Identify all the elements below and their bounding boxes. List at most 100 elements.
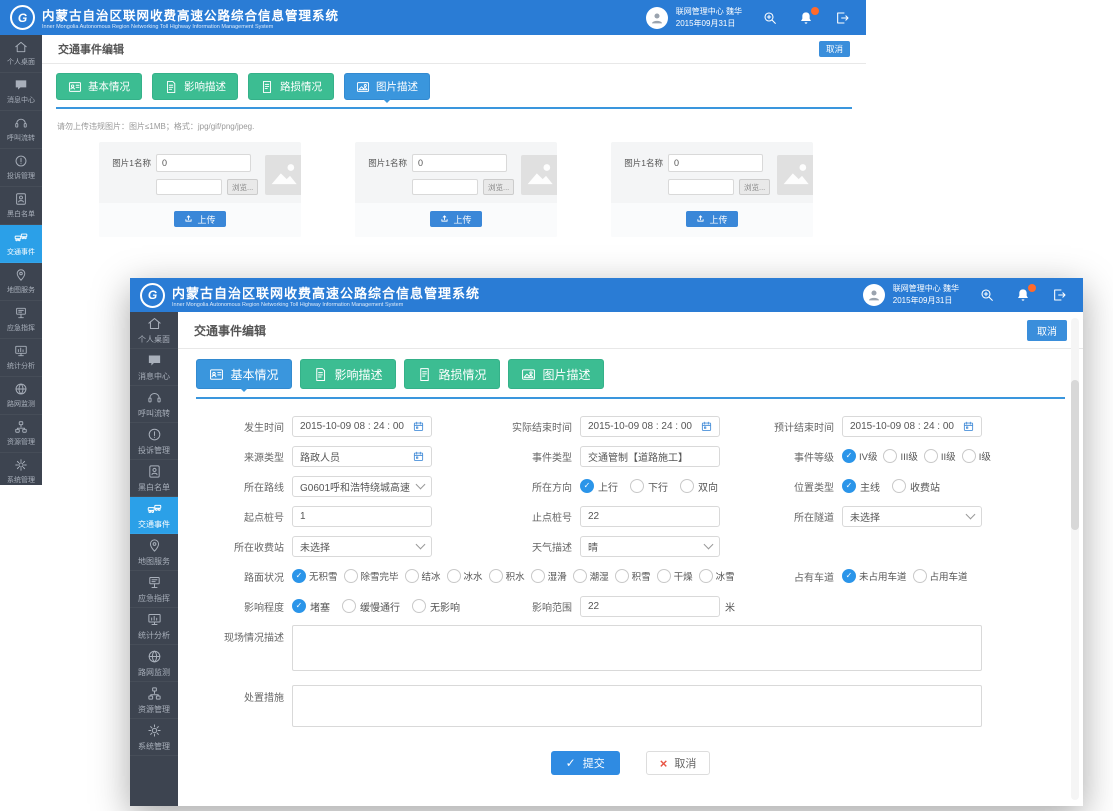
sidebar-item-blacklist[interactable]: 黑白名单 [130, 460, 178, 497]
tab-photo[interactable]: 图片描述 [344, 73, 430, 103]
zoom-search-icon[interactable] [979, 287, 995, 303]
tab-basic[interactable]: 基本情况 [196, 359, 292, 392]
radio-option[interactable]: 主线 [842, 479, 880, 494]
select-input[interactable]: 晴 [580, 535, 720, 557]
notifications-bell-icon[interactable] [798, 6, 819, 26]
radio-option[interactable]: 未占用车道 [842, 569, 907, 583]
image-name-input[interactable]: 0 [668, 154, 763, 172]
sidebar-item-traffic[interactable]: 交通事件 [130, 497, 178, 534]
select-input[interactable]: 未选择 [842, 505, 982, 527]
sidebar-item-map[interactable]: 地图服务 [0, 263, 42, 301]
radio-option[interactable]: 无积雪 [292, 569, 338, 583]
sidebar-item-message[interactable]: 消息中心 [130, 349, 178, 386]
sidebar-item-emergency[interactable]: 应急指挥 [0, 301, 42, 339]
sidebar-item-desktop[interactable]: 个人桌面 [0, 35, 42, 73]
radio-unchecked-icon[interactable] [342, 599, 356, 613]
radio-unchecked-icon[interactable] [656, 569, 671, 583]
browse-button[interactable]: 浏览... [739, 179, 771, 195]
radio-unchecked-icon[interactable] [680, 479, 694, 493]
file-path-input[interactable] [156, 179, 222, 195]
tab-damage[interactable]: 路损情况 [404, 359, 500, 389]
tab-basic[interactable]: 基本情况 [56, 73, 142, 100]
radio-unchecked-icon[interactable] [892, 479, 906, 493]
sidebar-item-desktop[interactable]: 个人桌面 [130, 312, 178, 349]
radio-checked-icon[interactable] [842, 569, 856, 583]
text-input[interactable]: 1 [292, 505, 432, 527]
radio-option[interactable]: 无影响 [412, 599, 460, 614]
scrollbar-thumb[interactable] [1071, 380, 1079, 530]
radio-option[interactable]: 除雪完毕 [343, 569, 399, 583]
sidebar-item-traffic[interactable]: 交通事件 [0, 225, 42, 263]
radio-option[interactable]: 占用车道 [912, 569, 968, 583]
tab-damage[interactable]: 路损情况 [248, 73, 334, 100]
calendar-icon[interactable] [963, 421, 974, 432]
radio-unchecked-icon[interactable] [343, 569, 358, 583]
text-input[interactable]: 22 [580, 595, 720, 617]
radio-checked-icon[interactable] [842, 479, 856, 493]
radio-unchecked-icon[interactable] [912, 569, 927, 583]
radio-option[interactable]: 堵塞 [292, 599, 330, 614]
sidebar-item-resource[interactable]: 资源管理 [130, 682, 178, 719]
sidebar-item-blacklist[interactable]: 黑白名单 [0, 187, 42, 225]
radio-option[interactable]: 双向 [680, 479, 718, 494]
upload-button[interactable]: 上传 [430, 211, 482, 227]
radio-unchecked-icon[interactable] [630, 479, 644, 493]
radio-checked-icon[interactable] [292, 569, 306, 583]
zoom-search-icon[interactable] [762, 10, 778, 26]
calendar-icon[interactable] [701, 421, 712, 432]
logout-icon[interactable] [834, 10, 850, 26]
cancel-top-button[interactable]: 取消 [818, 41, 850, 57]
select-input[interactable]: 未选择 [292, 535, 432, 557]
tab-photo[interactable]: 图片描述 [508, 359, 604, 389]
radio-unchecked-icon[interactable] [446, 569, 461, 583]
tab-impact[interactable]: 影响描述 [152, 73, 238, 100]
radio-unchecked-icon[interactable] [572, 569, 587, 583]
radio-unchecked-icon[interactable] [961, 449, 976, 463]
sidebar-item-complaint[interactable]: 投诉管理 [0, 149, 42, 187]
calendar-icon[interactable] [413, 421, 424, 432]
radio-option[interactable]: 下行 [630, 479, 668, 494]
radio-option[interactable]: 干燥 [656, 569, 693, 583]
cancel-top-button[interactable]: 取消 [1027, 319, 1067, 341]
radio-checked-icon[interactable] [580, 479, 594, 493]
radio-option[interactable]: 上行 [580, 479, 618, 494]
sidebar-item-stats[interactable]: 统计分析 [0, 339, 42, 377]
sidebar-item-system[interactable]: 系统管理 [130, 719, 178, 756]
date-input[interactable]: 2015-10-09 08 : 24 : 00 [580, 415, 720, 437]
radio-unchecked-icon[interactable] [614, 569, 629, 583]
text-input[interactable]: 交通管制【道路施工】 [580, 445, 720, 467]
sidebar-item-map[interactable]: 地图服务 [130, 534, 178, 571]
date-input[interactable]: 2015-10-09 08 : 24 : 00 [842, 415, 982, 437]
sidebar-item-message[interactable]: 消息中心 [0, 73, 42, 111]
submit-button[interactable]: ✓ 提交 [550, 751, 620, 775]
sidebar-item-monitor[interactable]: 路网监测 [0, 377, 42, 415]
calendar-icon[interactable] [413, 451, 424, 462]
radio-option[interactable]: 积雪 [614, 569, 651, 583]
radio-option[interactable]: 结冰 [404, 569, 441, 583]
image-name-input[interactable]: 0 [156, 154, 251, 172]
radio-option[interactable]: II级 [923, 449, 956, 463]
radio-option[interactable]: IV级 [842, 449, 877, 463]
radio-unchecked-icon[interactable] [404, 569, 419, 583]
textarea-input[interactable] [292, 625, 982, 671]
radio-option[interactable]: 冰雪 [698, 569, 735, 583]
radio-unchecked-icon[interactable] [530, 569, 545, 583]
image-name-input[interactable]: 0 [412, 154, 507, 172]
radio-unchecked-icon[interactable] [488, 569, 503, 583]
sidebar-item-monitor[interactable]: 路网监测 [130, 645, 178, 682]
browse-button[interactable]: 浏览... [227, 179, 259, 195]
radio-option[interactable]: III级 [883, 449, 918, 463]
radio-checked-icon[interactable] [842, 449, 856, 463]
textarea-input[interactable] [292, 685, 982, 727]
upload-button[interactable]: 上传 [174, 211, 226, 227]
tab-impact[interactable]: 影响描述 [300, 359, 396, 389]
notifications-bell-icon[interactable] [1015, 284, 1036, 303]
sidebar-item-emergency[interactable]: 应急指挥 [130, 571, 178, 608]
radio-unchecked-icon[interactable] [923, 449, 938, 463]
date-input[interactable]: 2015-10-09 08 : 24 : 00 [292, 415, 432, 437]
radio-unchecked-icon[interactable] [412, 599, 426, 613]
radio-checked-icon[interactable] [292, 599, 306, 613]
radio-unchecked-icon[interactable] [883, 449, 898, 463]
radio-option[interactable]: 湿滑 [530, 569, 567, 583]
text-input[interactable]: 22 [580, 505, 720, 527]
